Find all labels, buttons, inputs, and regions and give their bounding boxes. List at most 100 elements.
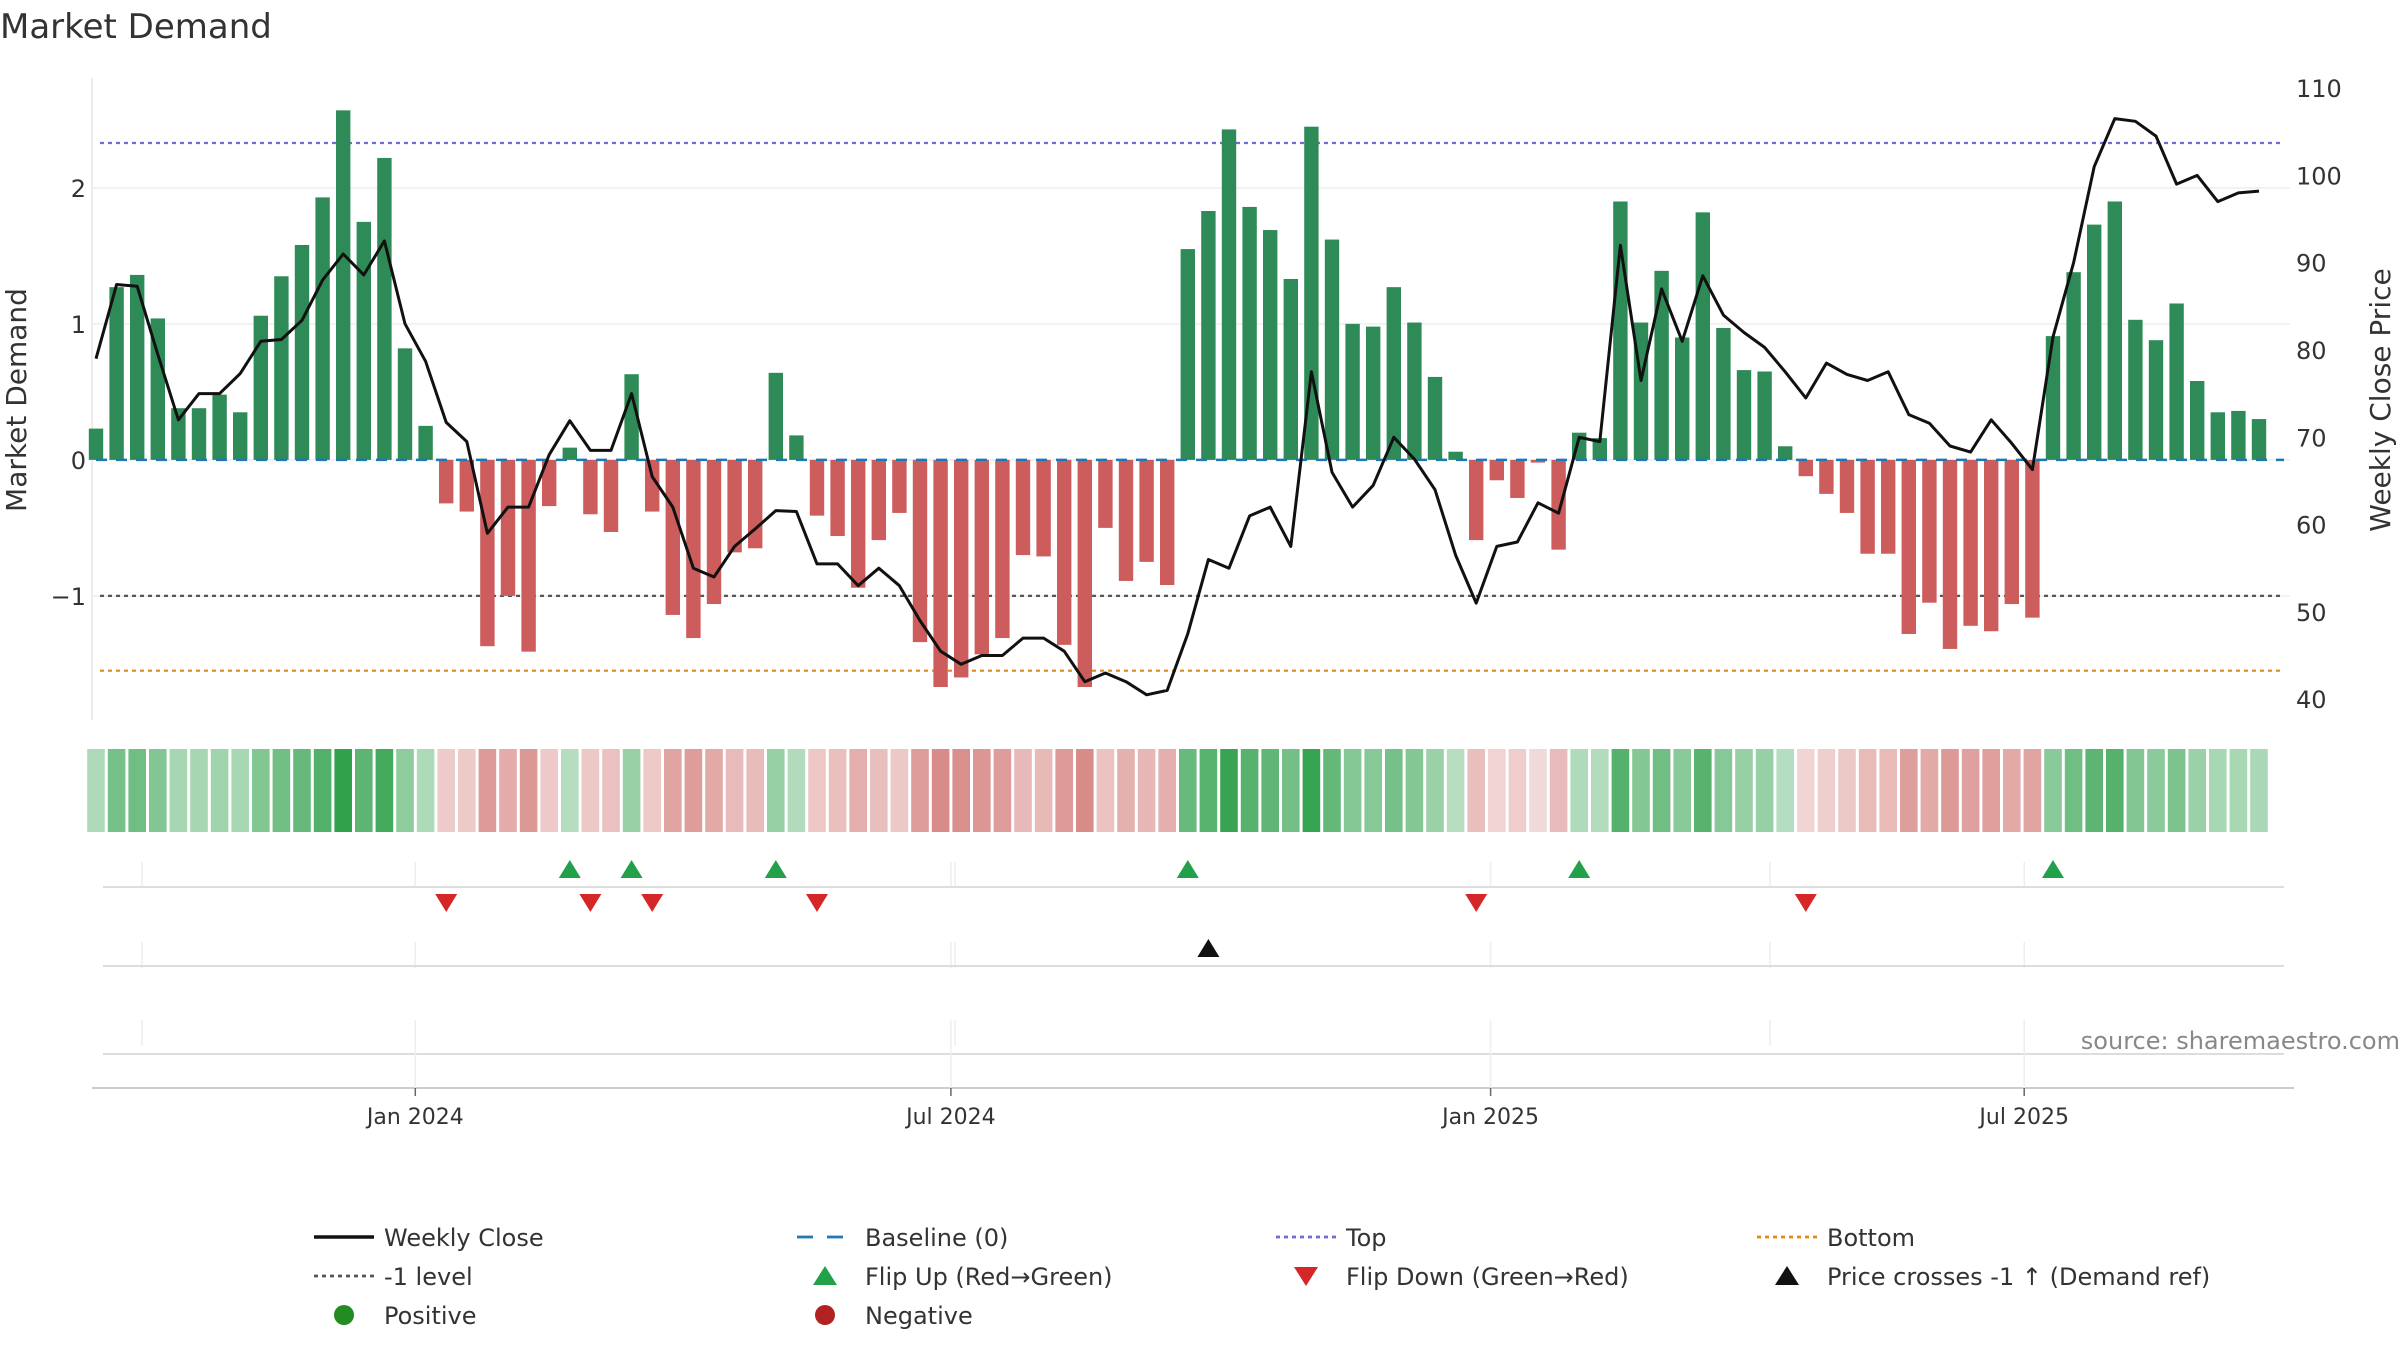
- demand-strip-cell: [1467, 749, 1485, 832]
- legend-label: -1 level: [384, 1263, 473, 1291]
- demand-strip-cell: [1776, 749, 1794, 832]
- demand-strip-cell: [149, 749, 167, 832]
- flip-up-marker: [764, 860, 787, 878]
- demand-strip-cell: [499, 749, 517, 832]
- demand-strip-cell: [1220, 749, 1238, 832]
- demand-strip-cell: [1137, 749, 1156, 832]
- demand-strip-cell: [1014, 749, 1032, 832]
- flip-down-marker: [806, 894, 828, 912]
- demand-strip-cell: [1858, 749, 1877, 832]
- y-tick-right: 100: [2296, 162, 2342, 190]
- demand-bar-positive: [1592, 438, 1607, 460]
- demand-bar-positive: [1180, 249, 1195, 460]
- demand-strip-cell: [2229, 749, 2248, 832]
- demand-strip-cell: [293, 749, 311, 832]
- demand-strip-cell: [1364, 749, 1382, 832]
- demand-bar-negative: [1160, 459, 1175, 585]
- demand-strip-cell: [973, 749, 991, 832]
- demand-bar-negative: [583, 459, 598, 515]
- main-plot: 2 1 0 −1 110 100 90 80 70 60 50 40: [51, 75, 2342, 720]
- demand-strip-cell: [2085, 749, 2103, 832]
- price-cross-marker: [1197, 939, 1220, 957]
- y-tick-left: 0: [71, 447, 86, 475]
- demand-strip-cell: [1797, 749, 1815, 832]
- y-axis-label-left: Market Demand: [0, 288, 33, 512]
- demand-bar-positive: [2169, 303, 2184, 460]
- demand-bar-negative: [933, 459, 948, 687]
- demand-bar-positive: [2251, 419, 2267, 460]
- demand-strip-cell: [746, 749, 764, 832]
- demand-strip-cell: [1611, 749, 1630, 832]
- demand-strip-cell: [1879, 749, 1897, 832]
- demand-bar-negative: [995, 459, 1010, 639]
- demand-bar-positive: [356, 221, 371, 460]
- demand-bar-positive: [2107, 201, 2122, 460]
- demand-bar-negative: [500, 459, 516, 596]
- demand-bar-positive: [109, 287, 124, 460]
- demand-strip-cell: [272, 749, 291, 832]
- flip-up-marker: [1568, 860, 1591, 878]
- demand-bar-negative: [1077, 459, 1092, 687]
- demand-bar-negative: [1057, 459, 1072, 645]
- demand-strip-cell: [1261, 749, 1279, 832]
- flip-down-marker: [435, 894, 458, 912]
- demand-bar-positive: [130, 274, 145, 460]
- demand-bar-positive: [789, 435, 804, 460]
- demand-strip-cell: [1755, 749, 1774, 832]
- demand-bar-negative: [1922, 459, 1937, 603]
- demand-bar-positive: [1613, 201, 1628, 460]
- demand-bar-negative: [727, 459, 742, 553]
- demand-strip-cell: [1385, 749, 1403, 832]
- demand-bar-positive: [1304, 126, 1319, 460]
- demand-strip-cell: [107, 749, 126, 832]
- demand-bar-negative: [1139, 459, 1154, 562]
- demand-bar-negative: [2025, 459, 2040, 618]
- demand-strip-cell: [725, 749, 744, 832]
- demand-bar-positive: [88, 428, 104, 460]
- x-tick-label: Jan 2024: [365, 1105, 464, 1130]
- legend-label: Top: [1345, 1224, 1387, 1252]
- demand-strip-cell: [952, 749, 970, 832]
- demand-strip-cell: [1240, 749, 1259, 832]
- demand-bar-positive: [1345, 323, 1360, 460]
- demand-bar-negative: [1819, 459, 1834, 494]
- demand-bar-negative: [912, 459, 928, 643]
- demand-strip-cell: [1982, 749, 2000, 832]
- y-tick-right: 70: [2296, 424, 2327, 452]
- demand-bar-positive: [2148, 340, 2164, 460]
- demand-bar-negative: [1530, 459, 1546, 463]
- demand-strip-cell: [2064, 749, 2083, 832]
- demand-strip-cell: [664, 749, 682, 832]
- legend-label: Bottom: [1827, 1224, 1915, 1252]
- demand-strip-cell: [705, 749, 723, 832]
- y-tick-right: 60: [2296, 512, 2327, 540]
- demand-bar-positive: [2210, 412, 2225, 460]
- demand-strip-cell: [1158, 749, 1176, 832]
- demand-strip-cell: [870, 749, 888, 832]
- demand-bar-positive: [2087, 224, 2102, 460]
- demand-bar-negative: [1489, 459, 1504, 481]
- legend-label: Negative: [865, 1302, 973, 1330]
- legend-label: Positive: [384, 1302, 477, 1330]
- demand-bar-positive: [1695, 212, 1710, 460]
- demand-strip-cell: [355, 749, 373, 832]
- demand-bar-negative: [1469, 459, 1484, 541]
- demand-bar-negative: [809, 459, 825, 516]
- y-tick-right: 110: [2296, 75, 2342, 103]
- demand-strip-cell: [128, 749, 146, 832]
- demand-strip-cell: [787, 749, 806, 832]
- flip-up-marker: [2042, 860, 2064, 878]
- demand-strip-cell: [643, 749, 661, 832]
- demand-bar-negative: [1881, 459, 1896, 554]
- demand-strip-cell: [396, 749, 414, 832]
- demand-bar-negative: [851, 459, 866, 588]
- demand-bar-negative: [686, 459, 701, 639]
- demand-strip-cell: [1900, 749, 1918, 832]
- x-tick-label: Jan 2025: [1440, 1105, 1539, 1130]
- legend-label: Flip Down (Green→Red): [1346, 1263, 1629, 1291]
- demand-strip-cell: [1055, 749, 1073, 832]
- demand-bar-negative: [954, 459, 969, 678]
- chart-title: Market Demand: [0, 7, 272, 47]
- demand-strip-cell: [252, 749, 270, 832]
- demand-strip-cell: [87, 749, 105, 832]
